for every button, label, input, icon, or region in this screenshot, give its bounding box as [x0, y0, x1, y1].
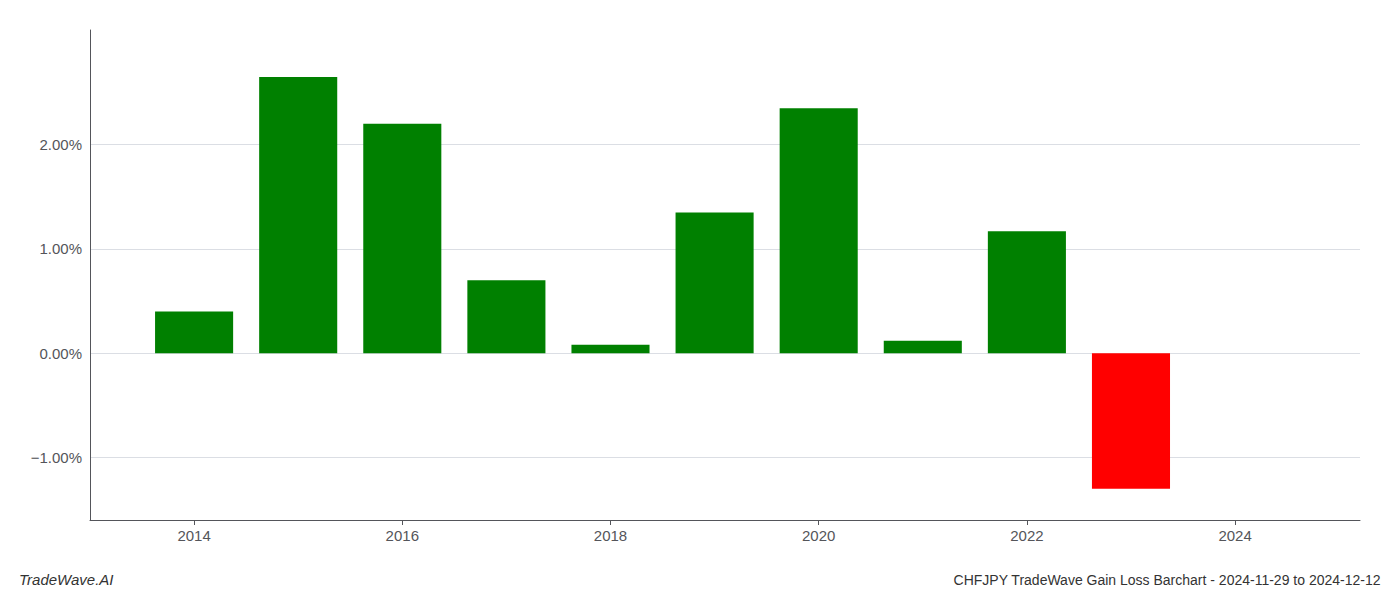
svg-text:2020: 2020 — [802, 527, 835, 544]
svg-text:−1.00%: −1.00% — [31, 449, 82, 466]
svg-text:2018: 2018 — [594, 527, 627, 544]
svg-text:2014: 2014 — [177, 527, 210, 544]
svg-text:2.00%: 2.00% — [39, 136, 82, 153]
svg-text:TradeWave.AI: TradeWave.AI — [19, 571, 113, 588]
svg-text:2022: 2022 — [1010, 527, 1043, 544]
svg-text:1.00%: 1.00% — [39, 240, 82, 257]
svg-text:0.00%: 0.00% — [39, 345, 82, 362]
svg-text:CHFJPY TradeWave Gain Loss Bar: CHFJPY TradeWave Gain Loss Barchart - 20… — [954, 572, 1381, 588]
svg-text:2016: 2016 — [386, 527, 419, 544]
svg-text:2024: 2024 — [1218, 527, 1251, 544]
